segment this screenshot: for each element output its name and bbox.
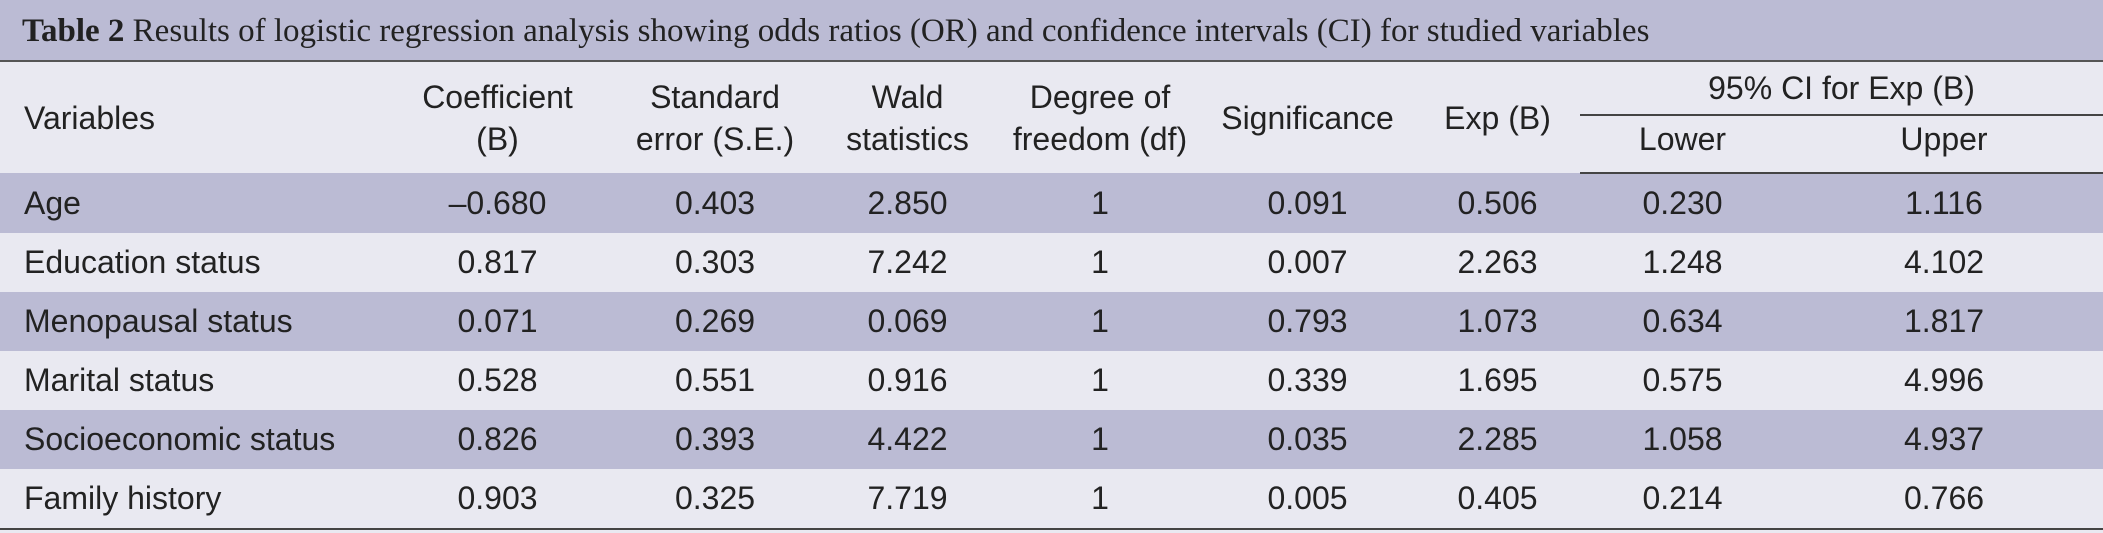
cell-coefficient: 0.071 bbox=[380, 292, 615, 351]
header-df-line2: freedom (df) bbox=[1012, 120, 1188, 157]
header-df: Degree of freedom (df) bbox=[1000, 62, 1200, 173]
cell-upper: 0.766 bbox=[1785, 469, 2103, 530]
header-coefficient: Coefficient (B) bbox=[380, 62, 615, 173]
cell-df: 1 bbox=[1000, 173, 1200, 233]
table-row: Socioeconomic status 0.826 0.393 4.422 1… bbox=[0, 410, 2103, 469]
cell-standard-error: 0.393 bbox=[615, 410, 815, 469]
cell-lower: 1.248 bbox=[1580, 233, 1785, 292]
cell-wald: 0.916 bbox=[815, 351, 1000, 410]
header-coefficient-line1: Coefficient bbox=[422, 78, 573, 115]
cell-coefficient: 0.528 bbox=[380, 351, 615, 410]
header-df-line1: Degree of bbox=[1029, 78, 1171, 115]
cell-coefficient: –0.680 bbox=[380, 173, 615, 233]
header-ci-group: 95% CI for Exp (B) bbox=[1580, 62, 2103, 116]
cell-upper: 1.817 bbox=[1785, 292, 2103, 351]
cell-expb: 1.073 bbox=[1415, 292, 1580, 351]
cell-variable: Marital status bbox=[0, 351, 380, 410]
cell-variable: Education status bbox=[0, 233, 380, 292]
cell-standard-error: 0.403 bbox=[615, 173, 815, 233]
cell-expb: 0.405 bbox=[1415, 469, 1580, 530]
cell-upper: 1.116 bbox=[1785, 173, 2103, 233]
table-caption: Table 2 Results of logistic regression a… bbox=[0, 0, 2103, 62]
cell-variable: Age bbox=[0, 173, 380, 233]
cell-standard-error: 0.325 bbox=[615, 469, 815, 530]
cell-standard-error: 0.551 bbox=[615, 351, 815, 410]
header-wald-line2: statistics bbox=[846, 120, 969, 157]
cell-significance: 0.091 bbox=[1200, 173, 1415, 233]
cell-expb: 2.285 bbox=[1415, 410, 1580, 469]
header-wald: Wald statistics bbox=[815, 62, 1000, 173]
cell-coefficient: 0.826 bbox=[380, 410, 615, 469]
cell-significance: 0.035 bbox=[1200, 410, 1415, 469]
header-lower: Lower bbox=[1580, 115, 1785, 174]
cell-significance: 0.793 bbox=[1200, 292, 1415, 351]
regression-table: Variables Coefficient (B) Standard error… bbox=[0, 62, 2103, 530]
table-label: Table 2 bbox=[22, 13, 125, 49]
table-row: Menopausal status 0.071 0.269 0.069 1 0.… bbox=[0, 292, 2103, 351]
table-row: Education status 0.817 0.303 7.242 1 0.0… bbox=[0, 233, 2103, 292]
cell-wald: 7.242 bbox=[815, 233, 1000, 292]
table-row: Marital status 0.528 0.551 0.916 1 0.339… bbox=[0, 351, 2103, 410]
cell-df: 1 bbox=[1000, 233, 1200, 292]
header-se-line2: error (S.E.) bbox=[635, 120, 795, 157]
cell-upper: 4.102 bbox=[1785, 233, 2103, 292]
table-row: Age –0.680 0.403 2.850 1 0.091 0.506 0.2… bbox=[0, 173, 2103, 233]
cell-variable: Family history bbox=[0, 469, 380, 530]
cell-lower: 0.214 bbox=[1580, 469, 1785, 530]
cell-lower: 0.230 bbox=[1580, 173, 1785, 233]
header-wald-line1: Wald bbox=[871, 78, 944, 115]
cell-variable: Menopausal status bbox=[0, 292, 380, 351]
cell-significance: 0.339 bbox=[1200, 351, 1415, 410]
cell-upper: 4.996 bbox=[1785, 351, 2103, 410]
table-body: Age –0.680 0.403 2.850 1 0.091 0.506 0.2… bbox=[0, 173, 2103, 530]
header-significance: Significance bbox=[1200, 62, 1415, 173]
cell-expb: 2.263 bbox=[1415, 233, 1580, 292]
cell-variable: Socioeconomic status bbox=[0, 410, 380, 469]
header-coefficient-line2: (B) bbox=[476, 120, 519, 157]
header-expb: Exp (B) bbox=[1415, 62, 1580, 173]
cell-wald: 0.069 bbox=[815, 292, 1000, 351]
cell-expb: 0.506 bbox=[1415, 173, 1580, 233]
cell-expb: 1.695 bbox=[1415, 351, 1580, 410]
cell-upper: 4.937 bbox=[1785, 410, 2103, 469]
table-caption-text: Results of logistic regression analysis … bbox=[124, 13, 1650, 49]
cell-significance: 0.007 bbox=[1200, 233, 1415, 292]
header-upper: Upper bbox=[1785, 115, 2103, 174]
header-se-line1: Standard bbox=[650, 78, 780, 115]
table-header: Variables Coefficient (B) Standard error… bbox=[0, 62, 2103, 174]
cell-lower: 0.634 bbox=[1580, 292, 1785, 351]
header-standard-error: Standard error (S.E.) bbox=[615, 62, 815, 173]
cell-standard-error: 0.303 bbox=[615, 233, 815, 292]
cell-df: 1 bbox=[1000, 351, 1200, 410]
cell-df: 1 bbox=[1000, 410, 1200, 469]
cell-coefficient: 0.903 bbox=[380, 469, 615, 530]
header-variables: Variables bbox=[0, 62, 380, 173]
cell-wald: 4.422 bbox=[815, 410, 1000, 469]
table-row: Family history 0.903 0.325 7.719 1 0.005… bbox=[0, 469, 2103, 530]
cell-df: 1 bbox=[1000, 469, 1200, 530]
cell-coefficient: 0.817 bbox=[380, 233, 615, 292]
cell-wald: 2.850 bbox=[815, 173, 1000, 233]
cell-lower: 1.058 bbox=[1580, 410, 1785, 469]
cell-lower: 0.575 bbox=[1580, 351, 1785, 410]
cell-significance: 0.005 bbox=[1200, 469, 1415, 530]
cell-df: 1 bbox=[1000, 292, 1200, 351]
cell-wald: 7.719 bbox=[815, 469, 1000, 530]
cell-standard-error: 0.269 bbox=[615, 292, 815, 351]
